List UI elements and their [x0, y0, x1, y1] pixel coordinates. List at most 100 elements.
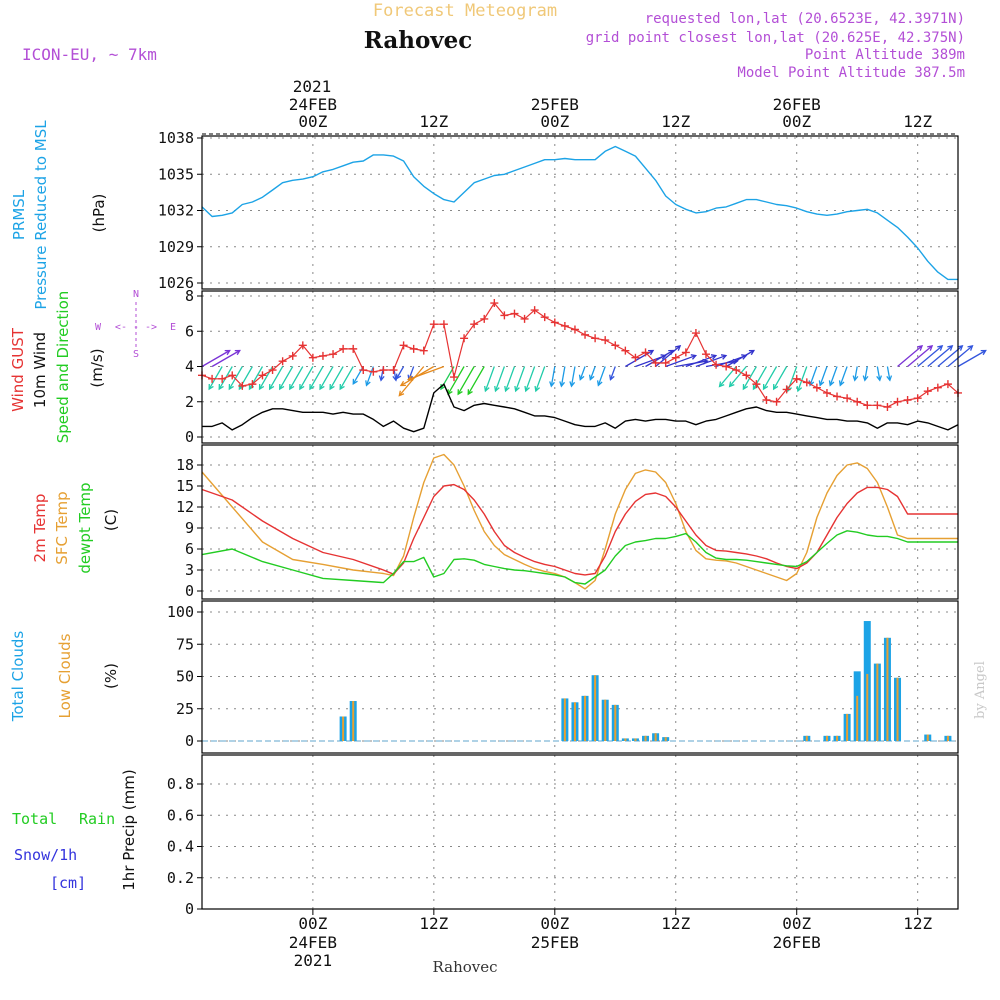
- cloud-low-bar: [664, 737, 667, 741]
- wind-gust-marker: [843, 394, 852, 403]
- wind-vector: [339, 366, 354, 390]
- wind-vector: [876, 366, 881, 381]
- cloud-low-bar: [946, 735, 949, 741]
- wind-gust-marker: [732, 366, 741, 375]
- precip-frame: [201, 754, 959, 910]
- wind-vector-head: [279, 384, 285, 391]
- wind-vector-head: [457, 389, 463, 396]
- wind-vector-head: [828, 380, 835, 387]
- cloud-low-bar: [856, 695, 859, 741]
- temperature-ytick-label: 18: [176, 456, 194, 474]
- wind-vector-head: [569, 381, 576, 388]
- wind-vector-head: [862, 375, 869, 382]
- temperature-ytick-label: 9: [185, 519, 194, 537]
- wind-gust-marker: [591, 334, 600, 343]
- compass-e: E: [170, 322, 176, 333]
- wind-vector: [829, 366, 838, 386]
- pressure-ytick-label: 1032: [158, 202, 194, 220]
- wind-vector: [269, 366, 284, 390]
- wind-vector: [515, 366, 526, 392]
- wind-gust-marker: [439, 320, 448, 329]
- wind-gust-marker: [691, 329, 700, 338]
- wind-vector: [907, 345, 933, 367]
- wind-vector-head: [365, 380, 371, 387]
- wind-gust-marker: [268, 366, 277, 375]
- wind-vector-head: [228, 384, 234, 391]
- wind-gust-marker: [450, 373, 458, 382]
- wind-gust-marker: [308, 353, 317, 362]
- wind-gust-marker: [550, 318, 559, 327]
- wind-vector-head: [728, 381, 735, 388]
- wind-vector: [705, 360, 738, 368]
- wind-vector-head: [399, 380, 406, 387]
- pressure-frame: [201, 135, 959, 290]
- wind-vector-head: [319, 384, 325, 391]
- model-altitude: Model Point Altitude 387.5m: [737, 65, 965, 81]
- wind-vector-head: [937, 345, 944, 351]
- wind-gust-marker: [318, 351, 327, 360]
- wind-gust-marker: [722, 362, 731, 371]
- wind-gust-marker: [339, 344, 348, 353]
- cloud-low-label: Low Clouds: [56, 633, 74, 718]
- wind-vector-head: [514, 385, 520, 393]
- wind-gust-marker: [208, 374, 217, 383]
- wind-gust-marker: [389, 366, 398, 375]
- wind-vector-head: [559, 381, 566, 388]
- wind-vector-head: [395, 373, 402, 380]
- wind-vector: [625, 349, 654, 368]
- wind-vector: [773, 366, 788, 390]
- wind-vector: [579, 366, 586, 380]
- top-time-label: 12Z: [903, 112, 932, 131]
- wind-vector-head: [504, 385, 510, 393]
- wind-vector: [289, 366, 304, 390]
- wind-vector: [645, 349, 674, 368]
- wind-gust-marker: [833, 392, 842, 401]
- wind-vector-head: [596, 380, 603, 387]
- cloud-low-bar: [573, 702, 576, 741]
- pressure-label-msl: Pressure Reduced to MSL: [32, 120, 50, 310]
- cloud-low-bar: [594, 675, 597, 741]
- wind-gust-marker: [258, 371, 267, 380]
- wind-vector-head: [648, 349, 655, 356]
- wind-vector: [725, 349, 755, 368]
- wind-gust-marker: [409, 344, 418, 353]
- wind-gust-marker: [782, 385, 791, 394]
- wind-vector: [201, 349, 231, 368]
- wind-vector: [352, 366, 364, 385]
- wind-gust-marker: [560, 321, 569, 330]
- cloud-panel-labels: Total Clouds Low Clouds (%): [9, 631, 120, 723]
- wind-vector: [398, 366, 425, 397]
- wind-vector-head: [796, 385, 803, 393]
- cloud-low-bar: [876, 663, 879, 741]
- wind-vector: [494, 366, 506, 392]
- precip-ytick-label: 0.2: [167, 869, 194, 887]
- wind-vector-head: [234, 349, 241, 356]
- wind-vector-head: [609, 374, 615, 381]
- bottom-time-label: 12Z: [903, 914, 932, 933]
- wind-vector-head: [852, 375, 859, 382]
- wind-gust-marker: [228, 371, 237, 380]
- top-date-label: 24FEB: [289, 95, 337, 114]
- wind-vector-head: [329, 384, 335, 391]
- wind-gust-marker: [822, 388, 831, 397]
- wind-vector: [365, 366, 374, 386]
- wind-vector-head: [772, 384, 779, 391]
- wind-vector-head: [524, 385, 530, 393]
- precip-cm-label: [cm]: [50, 874, 86, 892]
- bottom-time-label: 00Z: [540, 914, 569, 933]
- pressure-ytick-label: 1038: [158, 129, 194, 147]
- wind-panel-labels: Wind GUST 10m Wind Speed and Direction (…: [9, 289, 176, 443]
- wind-gust-marker: [641, 348, 650, 357]
- wind-vector: [208, 366, 223, 390]
- wind-gust-marker: [873, 401, 882, 410]
- precip-panel-labels: Total Rain Snow/1h [cm] 1hr Precip (mm): [12, 769, 138, 892]
- wind-vector-head: [957, 345, 964, 351]
- wind-ytick-label: 8: [185, 287, 194, 305]
- pressure-line-prmsl: [201, 145, 958, 281]
- pressure-ytick-label: 1035: [158, 165, 194, 183]
- wind-gust-marker: [893, 397, 902, 406]
- temp-2m-label: 2m Temp: [31, 494, 49, 563]
- requested-coords: requested lon,lat (20.6523E, 42.3971N): [645, 11, 965, 27]
- precip-snow-label: Snow/1h: [14, 846, 77, 864]
